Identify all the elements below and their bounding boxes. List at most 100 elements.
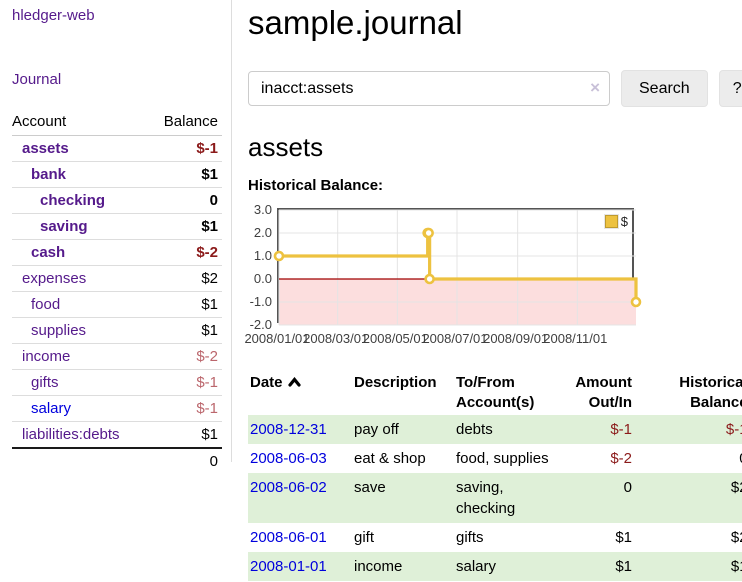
transaction-amount: $-1	[610, 421, 632, 438]
register-header-amount: Amount Out/In	[575, 374, 632, 411]
account-balance: $-2	[148, 239, 222, 266]
register-header-description: Description	[354, 374, 437, 391]
account-row: saving $1	[12, 213, 222, 240]
main-content: sample.journal × Search ? assets Histori…	[232, 0, 742, 581]
transaction-description: pay off	[354, 421, 399, 438]
sidebar-account-link[interactable]: gifts	[31, 374, 59, 391]
account-row: cash $-2	[12, 239, 222, 266]
legend-swatch-icon	[603, 214, 619, 229]
transaction-accounts: debts	[456, 421, 493, 438]
transaction-date-link[interactable]: 2008-12-31	[250, 421, 327, 438]
sidebar-account-link[interactable]: income	[22, 348, 71, 365]
sidebar-account-link[interactable]: salary	[31, 400, 72, 417]
sidebar-account-link[interactable]: checking	[40, 192, 106, 209]
register-header-date-label: Date	[250, 374, 283, 391]
account-row: supplies $1	[12, 317, 222, 344]
transaction-balance: $2	[730, 529, 742, 546]
account-balance: 0	[148, 187, 222, 214]
account-row: salary $-1	[12, 395, 222, 422]
transaction-description: gift	[354, 529, 375, 546]
accounts-total-balance: 0	[148, 447, 222, 474]
chart-legend: $	[603, 214, 628, 229]
x-axis-tick-label: 2008/03/01	[303, 331, 369, 346]
account-name-cell: liabilities:debts	[12, 421, 149, 449]
sidebar-account-link[interactable]: saving	[40, 218, 88, 235]
x-axis-tick-label: 2008/07/01	[422, 331, 488, 346]
sidebar-item-journal[interactable]: Journal	[12, 71, 62, 88]
account-row: assets $-1	[12, 135, 222, 162]
transaction-date-cell: 2008-12-31	[248, 415, 346, 444]
account-balance: $1	[148, 291, 222, 318]
transaction-balance: $-1	[725, 421, 742, 438]
account-name-cell: assets	[12, 135, 149, 162]
transaction-amount: 0	[623, 479, 632, 496]
transaction-date-cell: 2008-06-02	[248, 473, 346, 523]
search-form: × Search ?	[248, 70, 742, 107]
transaction-date-link[interactable]: 2008-06-01	[250, 529, 327, 546]
account-name-cell: bank	[12, 161, 149, 188]
transaction-row: 2008-06-03 eat & shop food, supplies $-2 0	[248, 444, 742, 473]
y-axis-tick-label: 0.0	[253, 271, 272, 286]
search-input[interactable]	[248, 71, 610, 106]
sidebar-account-link[interactable]: supplies	[31, 322, 87, 339]
account-row: expenses $2	[12, 265, 222, 292]
accounts-total-row: 0	[12, 447, 222, 474]
account-name-cell: saving	[12, 213, 149, 240]
transaction-accounts: salary	[456, 558, 497, 575]
sidebar-account-link[interactable]: liabilities:debts	[22, 426, 120, 443]
account-balance: $-1	[148, 135, 222, 162]
transaction-balance: $1	[730, 558, 742, 575]
transaction-description: income	[354, 558, 403, 575]
transaction-date-link[interactable]: 2008-06-02	[250, 479, 327, 496]
y-axis-tick-label: 2.0	[253, 225, 272, 240]
x-axis-tick-label: 2008/01/01	[244, 331, 310, 346]
clear-search-icon[interactable]: ×	[590, 78, 600, 97]
accounts-header-row: Account Balance	[12, 111, 222, 136]
app-title-link[interactable]: hledger-web	[12, 7, 95, 24]
legend-label: $	[620, 214, 628, 229]
x-axis-tick-label: 2008/09/01	[483, 331, 549, 346]
historical-balance-chart[interactable]: $ 3.0 2.0 1.0 0.0 -1.0 -2.0 2008/01/01 2008/03/…	[244, 202, 742, 350]
register-header-row: Date Description To/From Account(s) Amou…	[248, 371, 742, 415]
sidebar-account-link[interactable]: food	[31, 296, 61, 313]
account-balance: $-2	[148, 343, 222, 370]
account-heading: assets	[248, 132, 324, 162]
transaction-accounts: gifts	[456, 529, 484, 546]
y-axis-tick-label: -1.0	[249, 294, 272, 309]
register-body: 2008-12-31 pay off debts $-1 $-1 2008-06-03 ea…	[248, 415, 742, 581]
account-balance: $2	[148, 265, 222, 292]
register-header-date[interactable]: Date	[248, 371, 346, 415]
account-row: bank $1	[12, 161, 222, 188]
transaction-date-link[interactable]: 2008-01-01	[250, 558, 327, 575]
sidebar-account-link[interactable]: cash	[31, 244, 66, 261]
y-axis-tick-label: 3.0	[253, 202, 272, 217]
account-name-cell: checking	[12, 187, 149, 214]
help-button[interactable]: ?	[718, 70, 742, 107]
sidebar-account-link[interactable]: bank	[31, 166, 67, 183]
sort-ascending-icon	[287, 376, 301, 387]
account-balance: $-1	[148, 369, 222, 396]
sidebar-account-link[interactable]: expenses	[22, 270, 87, 287]
accounts-header-balance: Balance	[148, 111, 222, 136]
sidebar: hledger-web Journal Account Balance asse…	[0, 0, 232, 474]
sidebar-account-link[interactable]: assets	[22, 140, 69, 157]
transaction-description: save	[354, 479, 386, 496]
account-row: food $1	[12, 291, 222, 318]
register-header-accounts: To/From Account(s)	[456, 374, 535, 411]
account-row: liabilities:debts $1	[12, 421, 222, 449]
account-name-cell: gifts	[12, 369, 149, 396]
search-button[interactable]: Search	[621, 70, 708, 107]
account-name-cell: income	[12, 343, 149, 370]
transaction-date-cell: 2008-06-03	[248, 444, 346, 473]
transaction-amount: $1	[615, 529, 632, 546]
sidebar-nav: Journal	[12, 71, 231, 88]
account-balance: $1	[148, 421, 222, 449]
transaction-row: 2008-06-02 save saving, checking 0 $2	[248, 473, 742, 523]
transaction-date-link[interactable]: 2008-06-03	[250, 450, 327, 467]
spacer	[12, 447, 149, 474]
account-row: checking 0	[12, 187, 222, 214]
y-axis-tick-label: 1.0	[253, 248, 272, 263]
transaction-balance: 0	[640, 444, 742, 473]
account-name-cell: supplies	[12, 317, 149, 344]
